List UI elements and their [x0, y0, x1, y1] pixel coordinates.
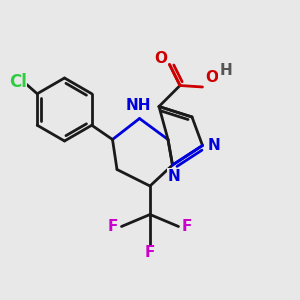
Text: H: H	[219, 63, 232, 78]
Text: NH: NH	[125, 98, 151, 113]
Text: F: F	[108, 219, 118, 234]
Text: O: O	[154, 51, 168, 66]
Text: F: F	[145, 245, 155, 260]
Text: Cl: Cl	[9, 73, 27, 91]
Text: F: F	[182, 219, 192, 234]
Text: N: N	[208, 138, 220, 153]
Text: N: N	[168, 169, 180, 184]
Text: O: O	[205, 70, 218, 85]
